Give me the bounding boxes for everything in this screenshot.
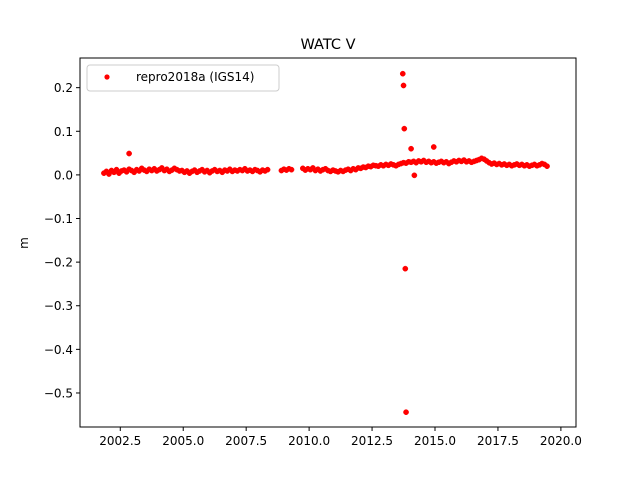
data-point [408,145,414,152]
x-tick-label: 2017.5 [477,434,519,448]
y-axis-title: m [17,237,31,249]
y-tick-label: −0.4 [44,343,73,357]
y-tick-label: −0.2 [44,256,73,270]
x-tick-label: 2020.0 [540,434,582,448]
y-tick-label: 0.0 [54,168,73,182]
data-point [288,166,295,173]
legend-label: repro2018a (IGS14) [136,70,254,84]
x-tick-label: 2007.5 [225,434,267,448]
data-point [400,82,407,89]
x-axis: 2002.5 2005.0 2007.5 2010.0 2012.5 2015.0 2017… [99,427,582,448]
data-point [544,163,550,170]
plot-frame [79,57,577,428]
data-point [403,409,409,416]
data-point [126,150,132,157]
y-tick-label: 0.1 [54,125,73,139]
x-tick-label: 2005.0 [162,434,204,448]
legend-box [86,64,280,92]
data-points [101,70,550,416]
x-tick-label: 2012.5 [351,434,393,448]
y-tick-label: 0.2 [54,81,73,95]
data-point [430,144,437,150]
y-tick-label: −0.1 [44,212,73,226]
x-tick-label: 2002.5 [99,434,141,448]
data-point [402,265,409,272]
data-point [399,70,406,77]
x-tick-label: 2015.0 [414,434,456,448]
y-tick-label: −0.3 [44,299,73,313]
data-point [411,172,418,179]
x-tick-label: 2010.0 [288,434,330,448]
y-tick-label: −0.5 [44,386,73,400]
chart-title: WATC V [301,37,356,53]
data-point [264,166,271,173]
legend: repro2018a (IGS14) [86,64,280,92]
legend-marker [104,74,110,80]
y-axis: 0.2 0.1 0.0 −0.1 −0.2 −0.3 −0.4 −0.5 [44,81,80,400]
data-point [401,125,408,132]
